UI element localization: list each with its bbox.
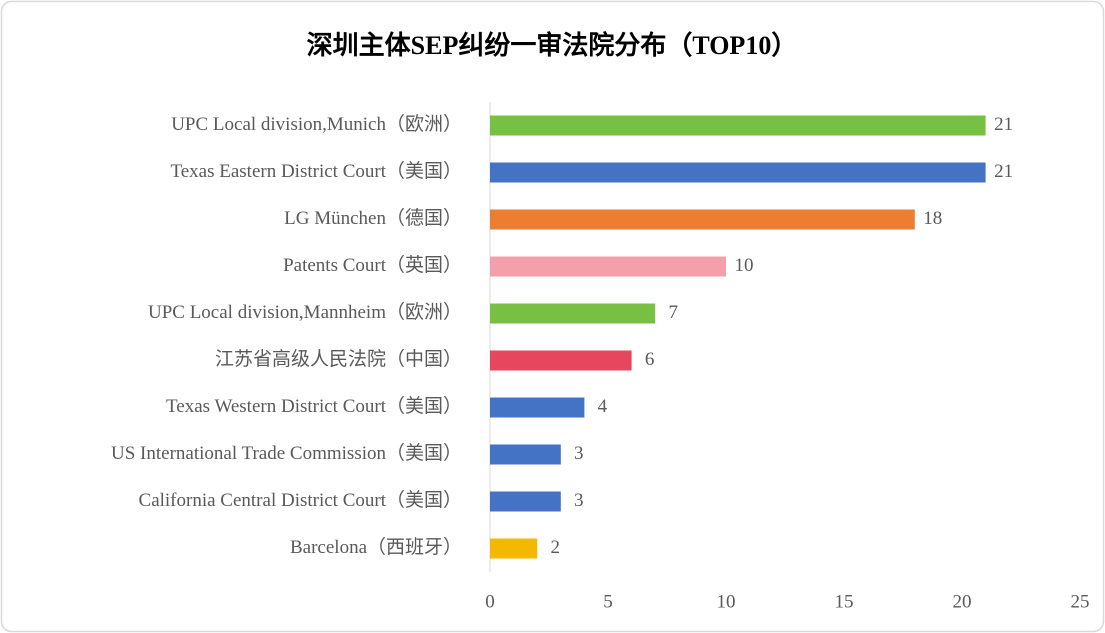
- value-label: 21: [994, 114, 1013, 135]
- value-label: 18: [923, 208, 942, 229]
- bar: [490, 303, 656, 324]
- bar: [490, 256, 726, 277]
- y-tick-label: 江苏省高级人民法院（中国）: [215, 348, 462, 370]
- chart-title: 深圳主体SEP纠纷一审法院分布（TOP10）: [307, 30, 798, 60]
- bar: [490, 538, 538, 559]
- x-tick-label: 20: [953, 591, 972, 612]
- value-label: 21: [994, 161, 1013, 182]
- y-tick-label: UPC Local division,Mannheim（欧洲）: [148, 301, 462, 323]
- value-label: 10: [735, 255, 754, 276]
- bar: [490, 209, 915, 230]
- y-tick-label: Barcelona（西班牙）: [290, 536, 462, 558]
- y-tick-label: Texas Western District Court（美国）: [166, 395, 462, 417]
- bar: [490, 491, 561, 512]
- value-label: 7: [668, 302, 678, 323]
- x-tick-label: 25: [1071, 591, 1090, 612]
- y-tick-label: LG München（德国）: [284, 207, 462, 229]
- y-tick-label: Texas Eastern District Court（美国）: [170, 160, 462, 182]
- value-label: 3: [574, 490, 584, 511]
- y-tick-label: California Central District Court（美国）: [139, 489, 462, 511]
- y-tick-label: US International Trade Commission（美国）: [111, 442, 462, 464]
- x-tick-label: 15: [835, 591, 854, 612]
- x-tick-label: 0: [485, 591, 495, 612]
- value-label: 6: [645, 349, 655, 370]
- y-tick-label: Patents Court（英国）: [283, 254, 462, 276]
- x-tick-label: 5: [603, 591, 613, 612]
- bar: [490, 162, 986, 183]
- y-tick-label: UPC Local division,Munich（欧洲）: [171, 113, 462, 135]
- value-label: 4: [598, 396, 608, 417]
- bar: [490, 115, 986, 136]
- bar: [490, 444, 561, 465]
- bar: [490, 350, 632, 371]
- value-label: 2: [550, 537, 560, 558]
- value-label: 3: [574, 443, 584, 464]
- x-tick-label: 10: [717, 591, 736, 612]
- bar: [490, 397, 585, 418]
